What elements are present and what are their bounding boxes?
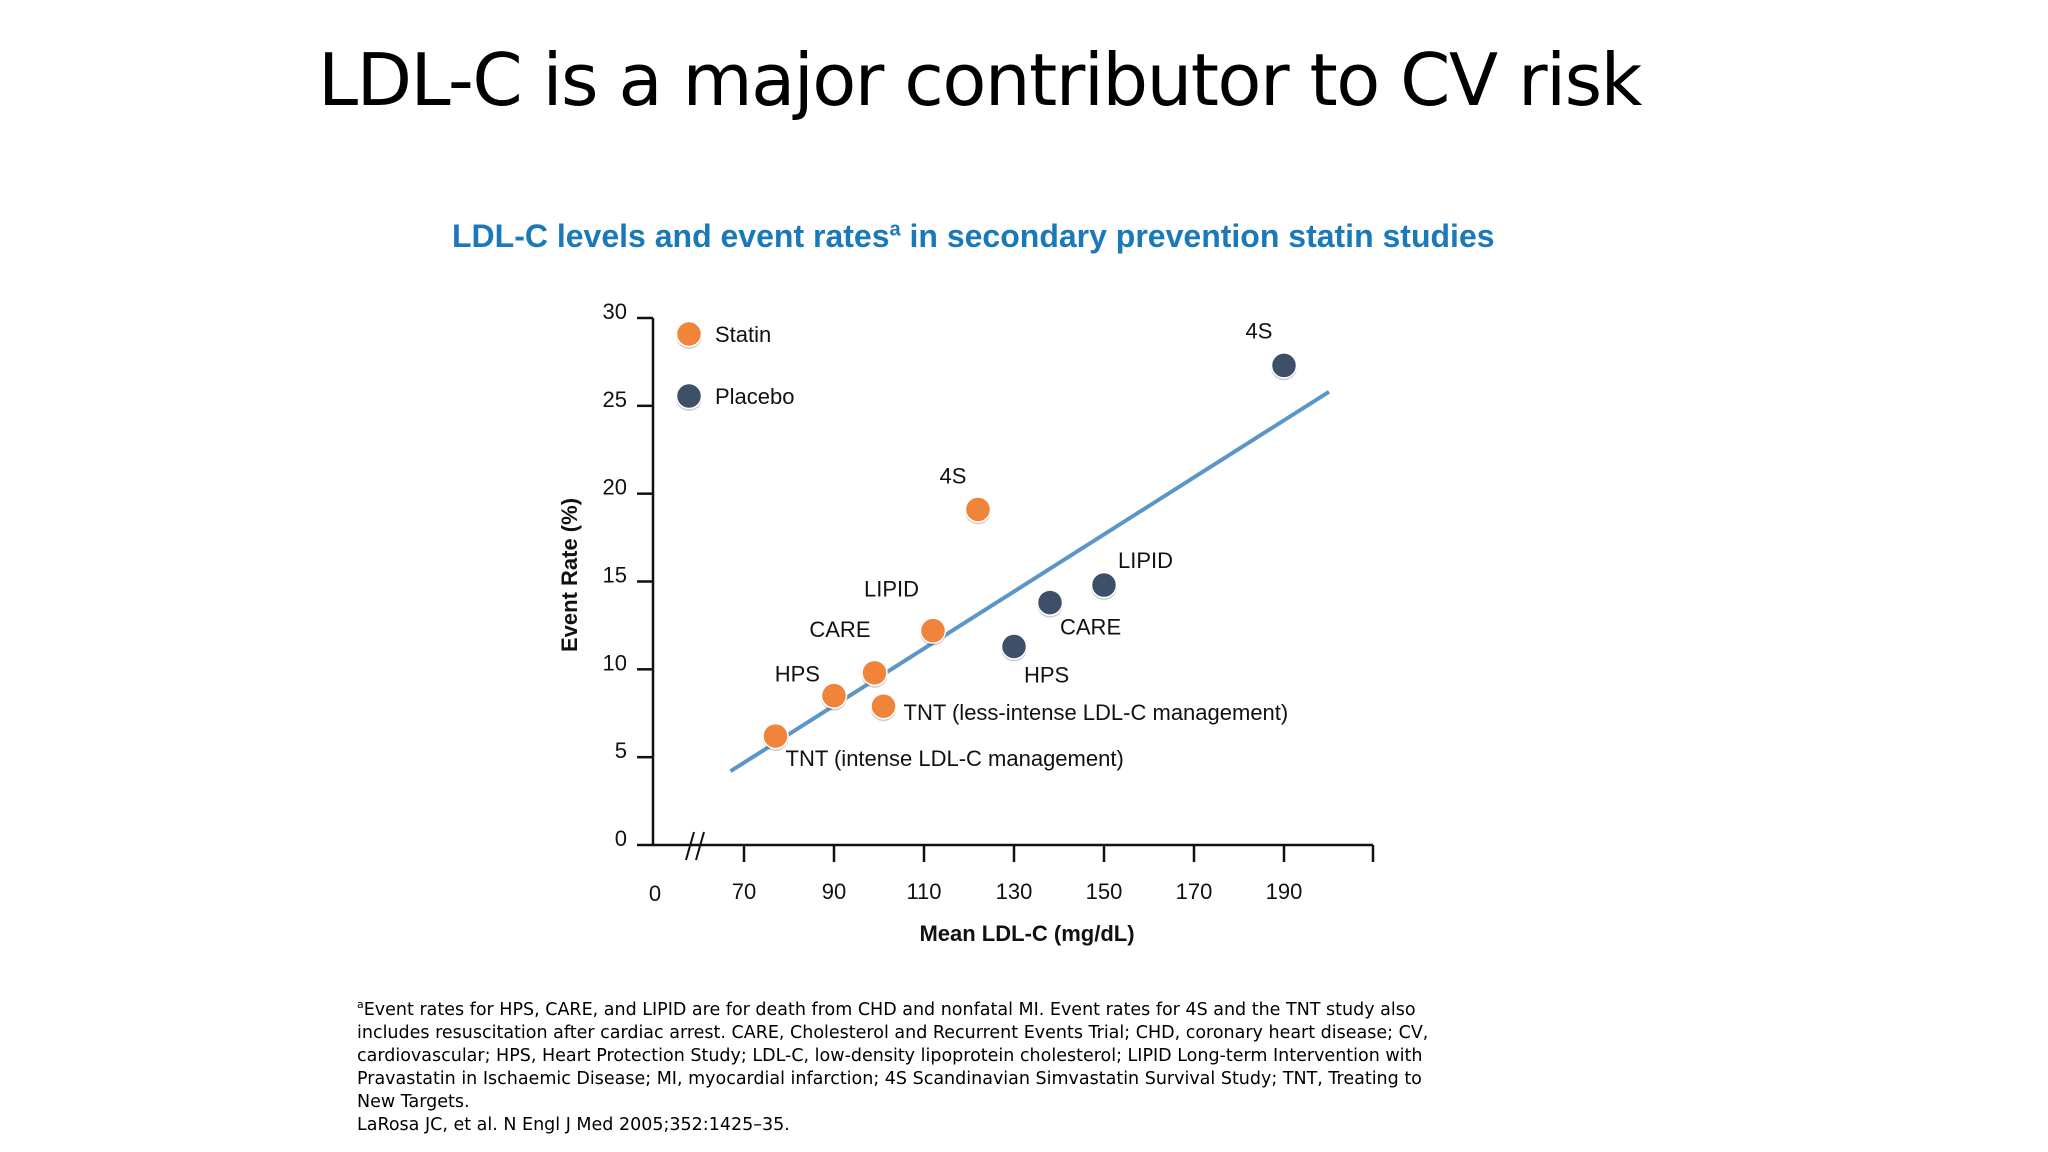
y-tick-label: 20 bbox=[603, 475, 627, 500]
y-tick-label: 25 bbox=[603, 387, 627, 412]
placebo-point-label: 4S bbox=[1246, 318, 1273, 343]
y-tick-label: 5 bbox=[615, 738, 627, 763]
x-tick-label: 150 bbox=[1086, 879, 1123, 904]
axis-break-mark bbox=[695, 831, 705, 861]
axis-break-mark bbox=[685, 831, 695, 861]
chart-subtitle-superscript: a bbox=[889, 218, 901, 241]
x-tick-label: 110 bbox=[906, 879, 941, 904]
statin-point-label: 4S bbox=[940, 463, 967, 488]
statin-point bbox=[861, 659, 888, 687]
x-tick-label: 130 bbox=[996, 879, 1033, 904]
chart-subtitle-tail: in secondary prevention statin studies bbox=[900, 218, 1495, 254]
statin-point bbox=[964, 496, 992, 523]
footnote-text: aEvent rates for HPS, CARE, and LIPID ar… bbox=[357, 993, 1437, 1114]
statin-point-label: TNT (intense LDL-C management) bbox=[786, 746, 1124, 771]
statin-point-label: TNT (less-intense LDL-C management) bbox=[904, 700, 1289, 725]
footnote-superscript: a bbox=[357, 998, 364, 1011]
placebo-point bbox=[1270, 352, 1298, 379]
legend-statin-label: Statin bbox=[715, 322, 771, 347]
y-tick-label: 30 bbox=[603, 299, 627, 324]
chart-subtitle-text: LDL-C levels and event rates bbox=[452, 218, 890, 254]
legend-placebo-marker bbox=[675, 382, 703, 410]
x-origin-label: 0 bbox=[649, 881, 661, 906]
x-tick-label: 190 bbox=[1266, 879, 1303, 904]
footnote-body: Event rates for HPS, CARE, and LIPID are… bbox=[357, 999, 1429, 1112]
footnote-citation: LaRosa JC, et al. N Engl J Med 2005;352:… bbox=[357, 1114, 790, 1135]
placebo-point bbox=[1000, 633, 1028, 660]
y-tick-label: 10 bbox=[603, 650, 627, 675]
placebo-point-label: LIPID bbox=[1118, 548, 1173, 573]
y-tick-label: 15 bbox=[603, 563, 627, 588]
x-axis-title: Mean LDL-C (mg/dL) bbox=[919, 921, 1134, 946]
x-tick-label: 170 bbox=[1176, 879, 1213, 904]
slide-title: LDL-C is a major contributor to CV risk bbox=[318, 38, 1642, 122]
placebo-point bbox=[1090, 571, 1118, 599]
x-tick-label: 70 bbox=[732, 879, 756, 904]
statin-point bbox=[762, 722, 789, 750]
y-axis-title: Event Rate (%) bbox=[557, 498, 582, 652]
x-tick-label: 90 bbox=[822, 879, 846, 904]
statin-point-label: CARE bbox=[809, 617, 870, 642]
legend-statin-marker bbox=[675, 320, 703, 348]
placebo-point bbox=[1036, 589, 1064, 616]
statin-point bbox=[820, 682, 848, 709]
statin-point bbox=[919, 617, 947, 644]
placebo-point-label: CARE bbox=[1060, 615, 1121, 640]
y-tick-label: 0 bbox=[615, 826, 627, 851]
statin-point-label: LIPID bbox=[864, 577, 919, 602]
placebo-point-label: HPS bbox=[1024, 662, 1069, 687]
footnote: aEvent rates for HPS, CARE, and LIPID ar… bbox=[357, 993, 1437, 1137]
statin-point-label: HPS bbox=[775, 662, 820, 687]
legend-placebo-label: Placebo bbox=[715, 384, 795, 409]
statin-point bbox=[870, 692, 897, 720]
chart-subtitle: LDL-C levels and event ratesa in seconda… bbox=[452, 218, 1495, 255]
